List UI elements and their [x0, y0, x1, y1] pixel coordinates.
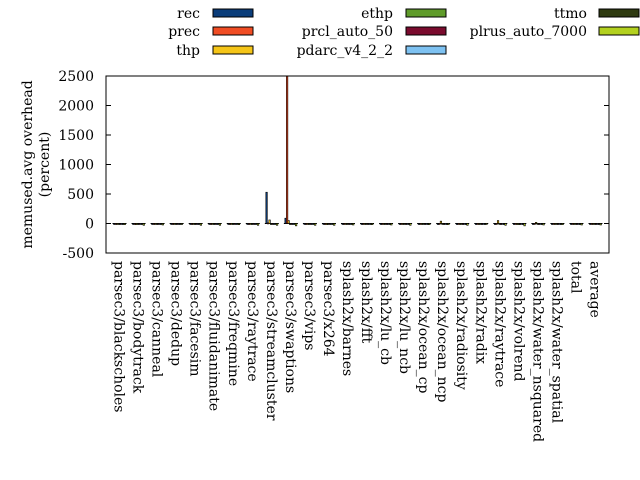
legend-swatch: [405, 26, 447, 36]
x-tick-label: parsec3/canneal: [149, 261, 165, 378]
bar: [535, 222, 538, 224]
legend-swatch: [212, 45, 254, 55]
x-tick-label: parsec3/x264: [320, 261, 336, 357]
bar: [287, 220, 290, 224]
x-tick-label: parsec3/streamcluster: [263, 261, 279, 421]
x-tick-label: parsec3/dedup: [168, 261, 184, 366]
bar: [580, 223, 583, 226]
bar: [496, 220, 500, 224]
y-tick-label: 0: [85, 217, 94, 233]
bar: [276, 223, 279, 226]
x-tick-label: parsec3/blackscholes: [111, 261, 127, 412]
x-tick-label: parsec3/vips: [301, 261, 317, 350]
bar: [466, 223, 469, 226]
x-tick-label: splash2x/raytrace: [491, 261, 507, 387]
x-tick-label: splash2x/volrend: [510, 261, 526, 382]
legend-label: rec: [177, 6, 200, 22]
legend-label: pdarc_v4_2_2: [297, 43, 393, 59]
bar: [447, 223, 450, 225]
bar: [599, 223, 602, 226]
bar: [438, 223, 441, 225]
x-tick-label: parsec3/freqmine: [225, 261, 241, 386]
bar: [268, 219, 271, 224]
y-tick-label: 1000: [58, 158, 94, 174]
y-tick-label: -500: [63, 246, 94, 262]
y-tick-label: 1500: [58, 128, 94, 144]
bar: [161, 223, 164, 226]
bar: [295, 223, 298, 227]
bar: [523, 223, 526, 227]
bar: [352, 223, 355, 226]
y-tick-label: 2000: [58, 99, 94, 115]
bar: [265, 191, 268, 224]
bar: [409, 223, 412, 226]
x-tick-label: splash2x/fft: [358, 261, 374, 344]
y-tick-label: 2500: [58, 69, 94, 85]
legend-label: thp: [176, 43, 200, 59]
legend-label: prcl_auto_50: [302, 24, 393, 40]
bar: [439, 220, 442, 224]
x-tick-label: splash2x/ocean_cp: [415, 261, 431, 393]
x-tick-label: splash2x/barnes: [339, 261, 355, 376]
bars: [112, 75, 603, 227]
x-tick-label: splash2x/radiosity: [453, 261, 469, 390]
bar: [485, 223, 488, 225]
legend-swatch: [405, 8, 447, 18]
x-tick-label: parsec3/fluidanimate: [206, 261, 222, 411]
y-axis-label: memused.avg overhead(percent): [20, 80, 53, 248]
x-tick-label: splash2x/water_nsquared: [529, 261, 545, 442]
bar: [542, 223, 545, 226]
x-tick-label: total: [567, 261, 583, 294]
x-tick-label: splash2x/ocean_ncp: [434, 261, 450, 402]
x-tick-label: parsec3/facesim: [187, 261, 203, 377]
legend-swatch: [212, 26, 254, 36]
bar: [314, 223, 317, 226]
x-tick-label: splash2x/radix: [472, 261, 488, 364]
bar: [286, 75, 289, 224]
x-tick-label: parsec3/swaptions: [282, 261, 298, 393]
legend-swatch: [212, 8, 254, 18]
x-tick-label: average: [586, 261, 602, 318]
legend-label: ethp: [361, 6, 393, 22]
plot-frame: [105, 75, 610, 254]
bar: [237, 223, 241, 225]
legend-swatch: [598, 26, 640, 36]
bar: [180, 223, 183, 225]
x-tick-label: parsec3/raytrace: [244, 261, 260, 382]
bar: [123, 223, 126, 225]
legend-label: prec: [168, 24, 200, 40]
bar: [256, 223, 260, 226]
x-tick-label: splash2x/lu_ncb: [396, 261, 412, 374]
bar: [371, 223, 374, 225]
y-axis-ticks: -500 0 500 1000 1500 2000 2500: [58, 69, 609, 262]
legend-swatch: [598, 8, 640, 18]
bar: [504, 223, 507, 226]
bar: [218, 223, 222, 226]
legend: rec prec thp ethp prcl_auto_50 pdarc_v4_2_2 tt…: [168, 6, 640, 59]
bar: [561, 223, 564, 225]
legend-label: ttmo: [554, 6, 587, 22]
bar: [495, 223, 498, 225]
x-axis-ticks: parsec3/blackscholes parsec3/bodytrack par…: [111, 261, 603, 442]
bar: [533, 223, 536, 225]
legend-label: plrus_auto_7000: [470, 24, 587, 40]
bar: [390, 223, 393, 226]
x-tick-label: splash2x/water_spatial: [548, 261, 564, 424]
bar: [428, 223, 431, 225]
legend-swatch: [405, 45, 447, 55]
bar: [333, 223, 336, 226]
bar: [199, 223, 202, 226]
y-tick-label: 500: [67, 187, 94, 203]
bar: [142, 223, 145, 226]
x-tick-label: parsec3/bodytrack: [130, 261, 146, 394]
x-tick-label: splash2x/lu_cb: [377, 261, 393, 365]
